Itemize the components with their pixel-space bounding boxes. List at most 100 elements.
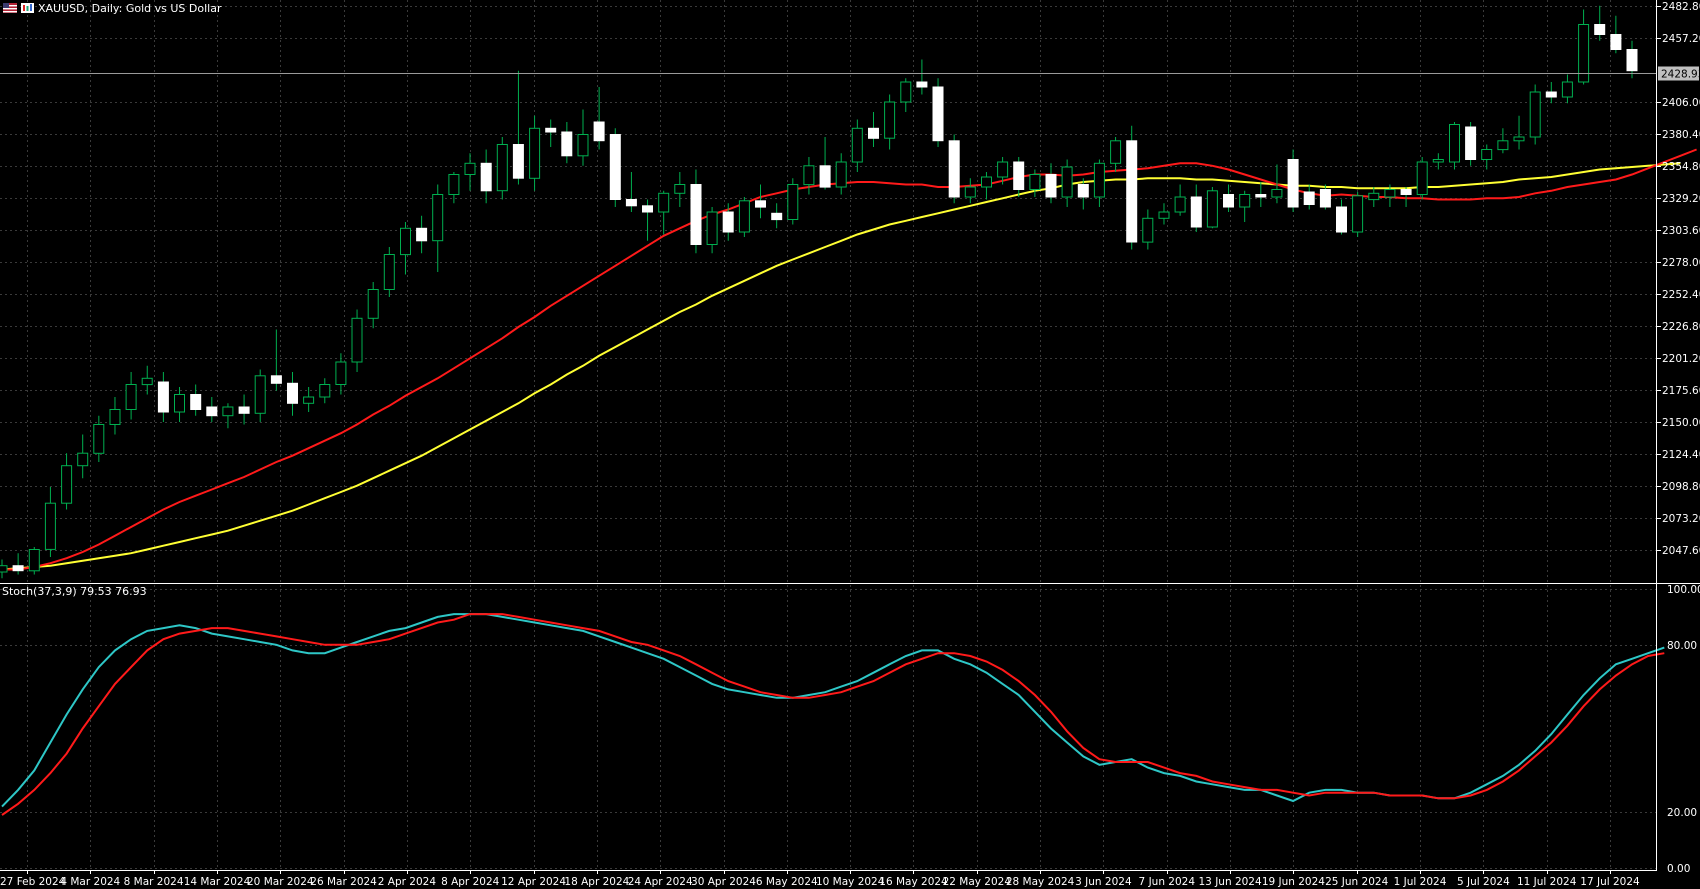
candle[interactable] (448, 172, 460, 204)
candle[interactable] (1400, 187, 1412, 207)
candle[interactable] (206, 397, 218, 422)
candle[interactable] (480, 149, 492, 204)
candle[interactable] (658, 190, 670, 235)
candlesticks[interactable] (0, 5, 1656, 579)
candle[interactable] (1336, 199, 1347, 235)
candle[interactable] (1352, 192, 1364, 237)
candle[interactable] (1578, 9, 1590, 85)
candle[interactable] (1465, 122, 1477, 166)
candle[interactable] (1190, 184, 1202, 233)
candle[interactable] (1013, 157, 1025, 197)
candle[interactable] (1061, 159, 1073, 208)
candle[interactable] (1271, 164, 1283, 204)
candle[interactable] (512, 70, 524, 185)
candle[interactable] (577, 109, 589, 166)
candle[interactable] (1319, 184, 1331, 210)
candle[interactable] (1561, 74, 1573, 104)
candle[interactable] (1239, 190, 1251, 222)
candle[interactable] (835, 153, 847, 195)
candle[interactable] (706, 207, 718, 254)
candle[interactable] (1626, 40, 1638, 79)
candle[interactable] (1174, 184, 1186, 216)
candle[interactable] (722, 203, 734, 241)
candle[interactable] (1029, 169, 1041, 198)
candle[interactable] (464, 153, 476, 191)
candle[interactable] (1594, 5, 1606, 41)
candle[interactable] (932, 78, 944, 147)
candle[interactable] (238, 394, 250, 425)
candle[interactable] (755, 184, 766, 219)
candle[interactable] (803, 157, 815, 195)
candle[interactable] (916, 59, 928, 95)
candle[interactable] (1093, 159, 1105, 208)
candle[interactable] (1529, 84, 1541, 145)
candle[interactable] (0, 559, 8, 579)
candle[interactable] (690, 169, 702, 254)
candle[interactable] (1432, 153, 1444, 170)
candle[interactable] (157, 372, 169, 422)
candle[interactable] (432, 184, 444, 273)
candle[interactable] (190, 384, 202, 416)
candle[interactable] (1416, 157, 1428, 200)
candle[interactable] (400, 222, 411, 275)
candle[interactable] (1449, 122, 1460, 170)
candle[interactable] (174, 387, 185, 422)
candle[interactable] (1497, 128, 1509, 154)
candle[interactable] (1110, 137, 1122, 172)
candle[interactable] (738, 197, 750, 237)
candle[interactable] (287, 372, 298, 416)
candle[interactable] (12, 553, 24, 575)
candle[interactable] (254, 369, 266, 423)
candle[interactable] (609, 128, 621, 207)
candle[interactable] (561, 122, 573, 164)
candle[interactable] (787, 178, 799, 225)
candle[interactable] (1158, 203, 1170, 225)
candle[interactable] (1206, 187, 1218, 229)
candle[interactable] (981, 172, 992, 200)
candle[interactable] (28, 547, 40, 575)
candle[interactable] (868, 112, 879, 147)
candle[interactable] (593, 87, 605, 150)
candle[interactable] (141, 365, 153, 395)
candle[interactable] (1303, 184, 1315, 210)
candle[interactable] (416, 215, 428, 254)
stochastic-oscillator[interactable] (1, 613, 1665, 816)
candle[interactable] (625, 172, 637, 212)
candle[interactable] (319, 378, 331, 404)
candle[interactable] (496, 137, 508, 200)
candle[interactable] (851, 119, 863, 173)
candle[interactable] (1384, 184, 1396, 208)
candle[interactable] (44, 487, 56, 557)
candle[interactable] (93, 415, 105, 462)
candle[interactable] (884, 94, 896, 150)
candle[interactable] (1368, 187, 1380, 207)
price-axis[interactable]: 2482.80 2457.20 2406.00 2380.40 2354.80 2329.… (1657, 1, 1700, 557)
candle[interactable] (948, 134, 960, 204)
candle[interactable] (383, 247, 395, 297)
candle[interactable] (1223, 184, 1234, 213)
candle[interactable] (529, 115, 541, 191)
candle[interactable] (642, 199, 653, 241)
candle[interactable] (1610, 15, 1622, 54)
candle[interactable] (109, 397, 121, 435)
candle[interactable] (61, 453, 73, 510)
candle[interactable] (674, 172, 686, 207)
candle[interactable] (900, 78, 912, 112)
candle[interactable] (303, 387, 315, 412)
candle[interactable] (1513, 115, 1525, 150)
candle[interactable] (545, 119, 557, 148)
candle[interactable] (77, 434, 89, 479)
candle[interactable] (819, 137, 831, 190)
candle[interactable] (1077, 178, 1089, 210)
candle[interactable] (1287, 149, 1299, 213)
candle[interactable] (270, 329, 282, 391)
candle[interactable] (1142, 209, 1154, 250)
candle[interactable] (1045, 163, 1057, 204)
candle[interactable] (222, 403, 234, 429)
candle[interactable] (997, 157, 1009, 185)
candle[interactable] (1545, 82, 1557, 104)
candle[interactable] (351, 309, 363, 373)
candle[interactable] (964, 178, 976, 204)
